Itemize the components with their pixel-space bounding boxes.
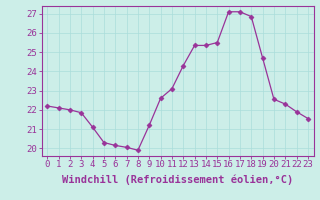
X-axis label: Windchill (Refroidissement éolien,°C): Windchill (Refroidissement éolien,°C) — [62, 175, 293, 185]
